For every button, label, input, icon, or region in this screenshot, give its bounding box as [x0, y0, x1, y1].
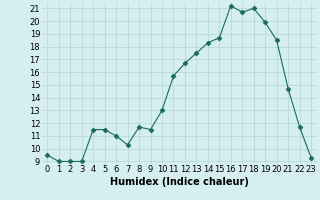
- X-axis label: Humidex (Indice chaleur): Humidex (Indice chaleur): [110, 177, 249, 187]
